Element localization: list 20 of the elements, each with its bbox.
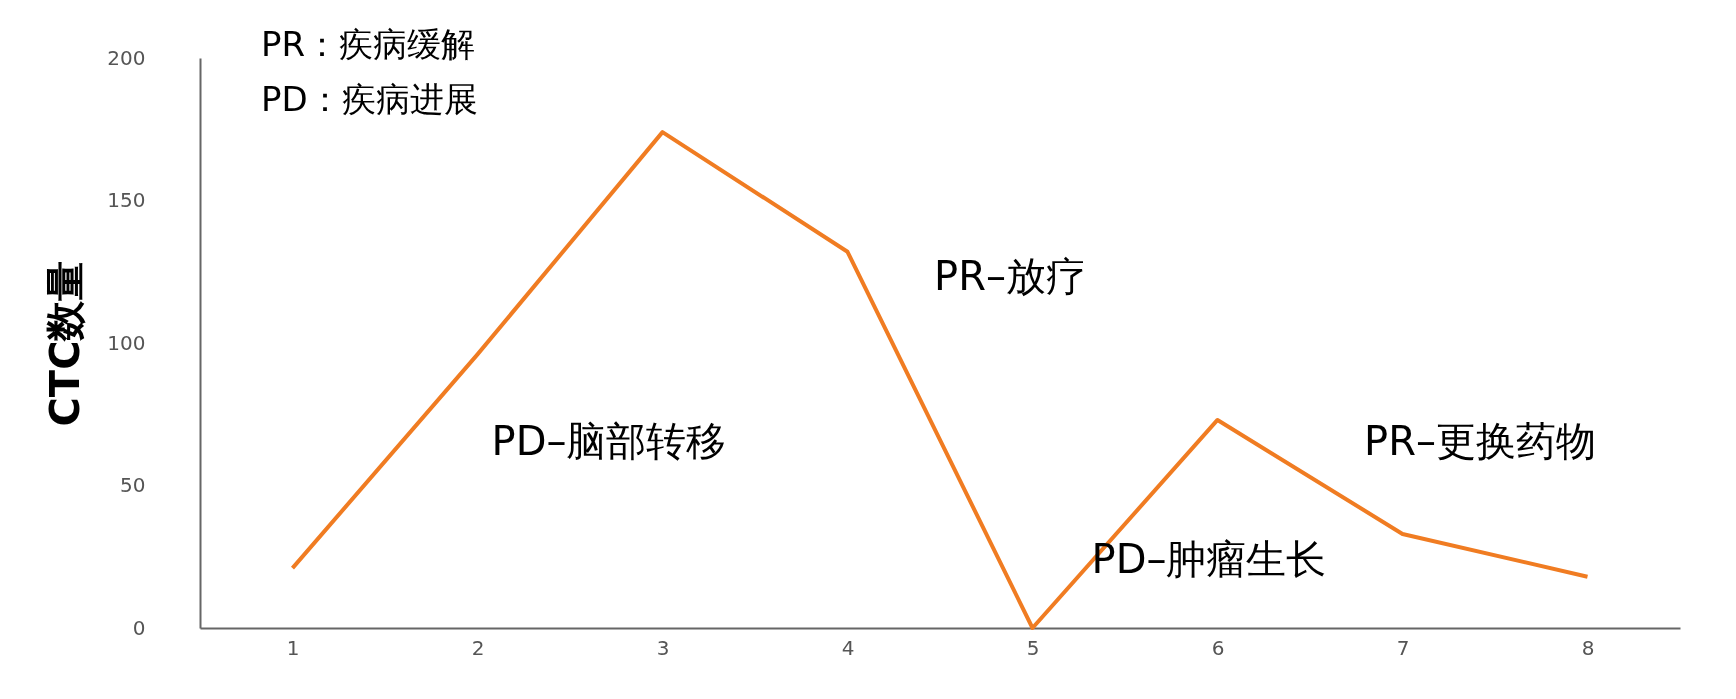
annotation: PR–更换药物 — [1364, 418, 1596, 464]
annotation: PD–脑部转移 — [491, 418, 727, 464]
y-tick-label: 100 — [107, 330, 146, 355]
x-tick-label: 8 — [1581, 635, 1595, 660]
x-tick-label: 1 — [286, 635, 300, 660]
x-tick-label: 6 — [1211, 635, 1225, 660]
x-tick-label: 3 — [656, 635, 670, 660]
annotation: PR–放疗 — [934, 253, 1086, 299]
x-tick-label: 7 — [1396, 635, 1410, 660]
x-tick-label: 2 — [471, 635, 485, 660]
annotation: PD–肿瘤生长 — [1091, 536, 1327, 582]
y-tick-label: 50 — [120, 473, 146, 497]
y-tick-label: 200 — [107, 45, 146, 70]
y-axis-title: CTC数量 — [42, 260, 89, 427]
y-tick-label: 0 — [132, 615, 146, 640]
annotation: PD：疾病进展 — [261, 79, 478, 119]
x-tick-label: 4 — [841, 635, 855, 660]
x-tick-label: 5 — [1026, 635, 1040, 660]
annotation: PR：疾病缓解 — [261, 24, 476, 64]
y-tick-label: 150 — [107, 188, 146, 212]
